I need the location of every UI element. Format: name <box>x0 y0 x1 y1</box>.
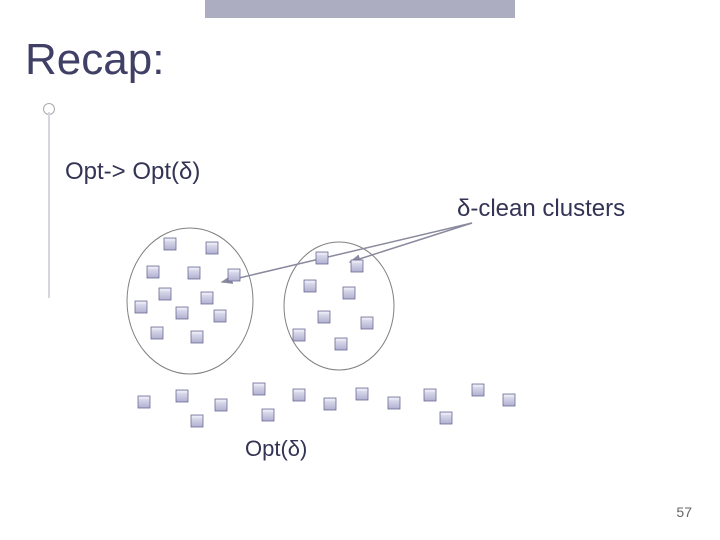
cluster-diagram <box>0 0 720 540</box>
